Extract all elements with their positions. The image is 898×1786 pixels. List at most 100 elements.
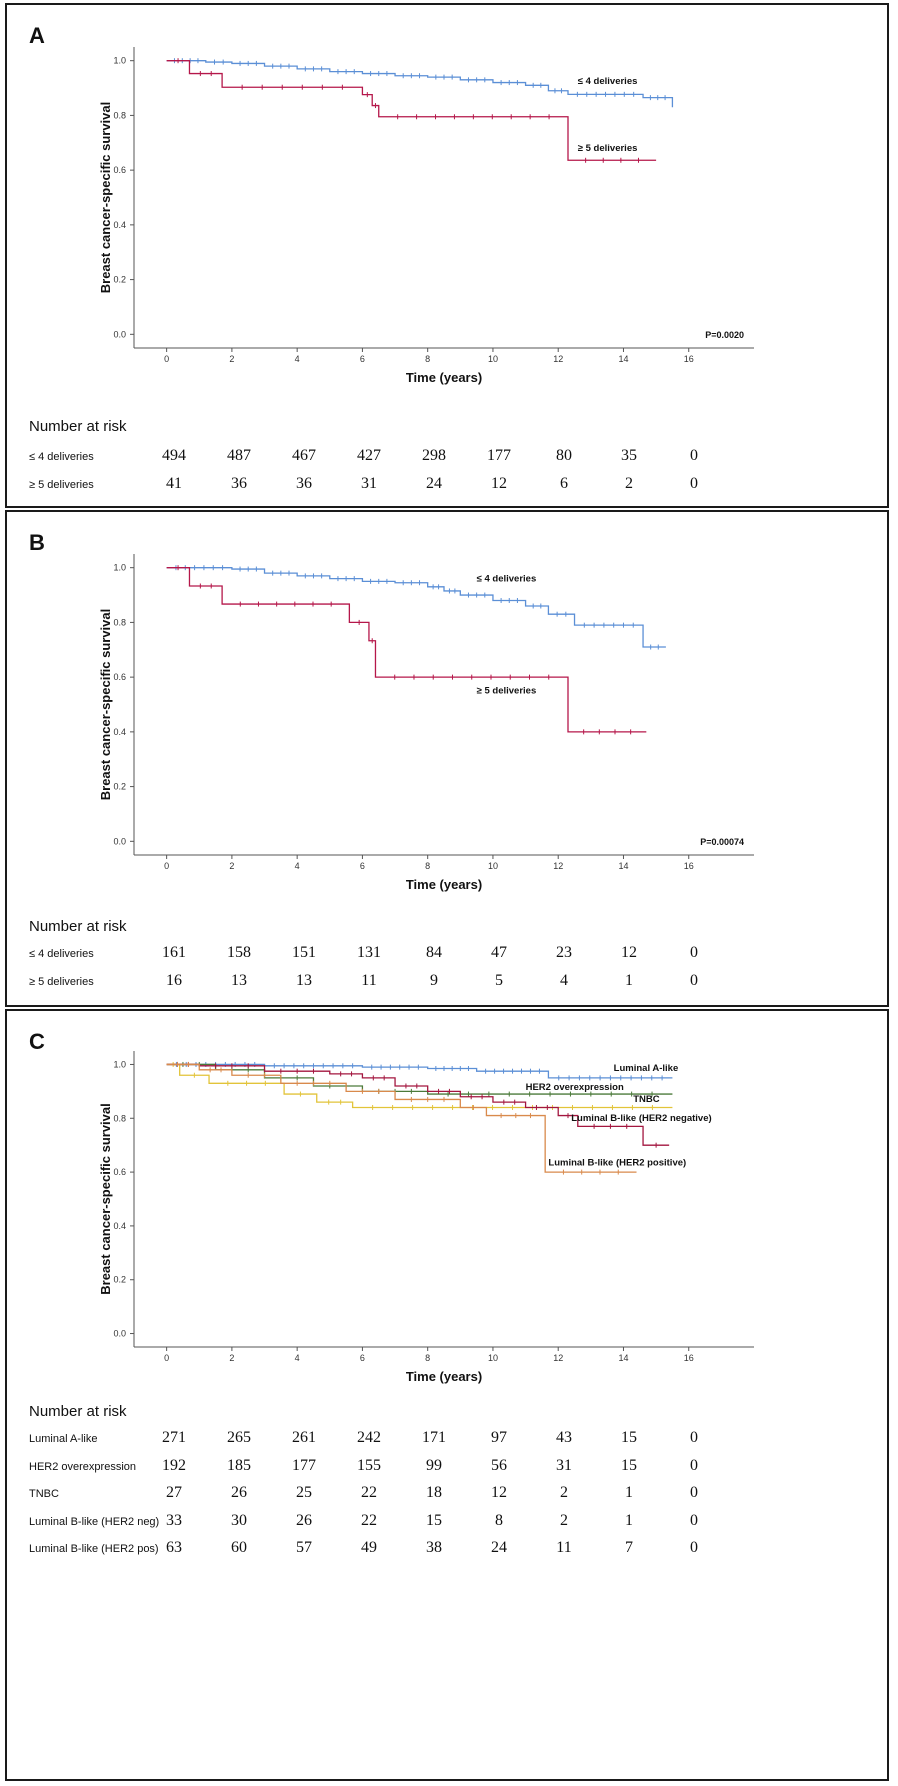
x-tick-label: 8 [425,1353,430,1363]
curve-label-0: ≤ 4 deliveries [578,76,638,87]
risk-value: 1 [625,1484,633,1501]
risk-value: 2 [560,1511,568,1529]
x-tick-label: 2 [229,1353,234,1363]
risk-value: 15 [621,1429,637,1446]
km-curve-series-0 [166,60,674,108]
risk-value: 57 [296,1539,312,1556]
risk-value: 4 [560,972,568,989]
risk-value: 11 [361,972,377,989]
risk-value: 16 [166,972,182,989]
risk-value: 23 [556,944,572,961]
x-tick-label: 14 [618,1353,628,1363]
km-curve-series-0 [166,1063,673,1079]
risk-value: 0 [690,1484,698,1501]
risk-value: 161 [162,944,186,961]
risk-value: 36 [231,475,247,492]
risk-value: 63 [166,1539,182,1556]
risk-row-label: ≤ 4 deliveries [29,948,94,960]
risk-row: Luminal B-like (HER2 pos) 63 60 57 49 38 24 11 7… [7,1539,887,1561]
y-tick-label: 0.8 [113,617,126,627]
panel-b-chart: 0.0 0.2 0.4 0.6 0.8 1.0 0 2 4 6 8 10 12 14 16 Time (yea… [98,554,754,892]
risk-value: 31 [361,475,377,492]
y-tick-label: 0.4 [113,727,126,737]
risk-value: 494 [162,447,186,464]
risk-row: HER2 overexpression 192 185 177 155 99 56 31 15 0 [7,1457,887,1479]
panel-a-letter: A [29,23,45,48]
risk-row: ≥ 5 deliveries 41 36 36 31 24 12 6 2 0 [7,475,887,497]
risk-row-label: ≥ 5 deliveries [29,479,94,491]
risk-value: 0 [690,972,698,989]
risk-value: 0 [690,1456,698,1474]
x-tick-label: 16 [684,1353,694,1363]
risk-value: 41 [166,475,182,492]
risk-value: 22 [361,1484,377,1501]
y-tick-label: 0.6 [113,672,126,682]
risk-value: 298 [422,447,446,464]
panel-b-risk-title: Number at risk [29,918,127,935]
x-tick-label: 16 [684,861,694,871]
risk-value: 5 [495,972,503,989]
panel-c-letter: C [29,1029,45,1054]
risk-value: 12 [491,1484,507,1501]
risk-value: 7 [625,1539,633,1556]
y-tick-label: 0.2 [113,1275,126,1285]
x-tick-label: 0 [164,354,169,364]
y-tick-label: 0.2 [113,782,126,792]
y-tick-label: 0.0 [113,836,126,846]
y-axis-title: Breast cancer-specific survival [98,1103,113,1295]
risk-row: ≥ 5 deliveries 16 13 13 11 9 5 4 1 0 [7,972,887,994]
y-tick-label: 1.0 [113,563,126,573]
risk-value: 25 [296,1484,312,1501]
risk-value: 185 [227,1456,251,1474]
y-tick-label: 0.2 [113,275,126,285]
risk-row-label: ≥ 5 deliveries [29,976,94,988]
risk-value: 15 [621,1456,637,1474]
y-tick-label: 0.8 [113,1113,126,1123]
risk-value: 13 [231,972,247,989]
curve-label-3: Luminal B-like (HER2 negative) [571,1113,711,1124]
risk-value: 38 [426,1539,442,1556]
km-curve-series-3 [166,1063,670,1146]
curve-label-2: TNBC [633,1094,660,1105]
risk-value: 265 [227,1429,251,1446]
risk-row-label: Luminal A-like [29,1433,98,1445]
x-tick-label: 4 [295,1353,300,1363]
risk-row-label: ≤ 4 deliveries [29,451,94,463]
y-tick-label: 0.6 [113,1167,126,1177]
risk-value: 47 [491,944,507,961]
risk-value: 15 [426,1511,442,1529]
risk-value: 49 [361,1539,377,1556]
risk-row: ≤ 4 deliveries 161 158 151 131 84 47 23 12 0 [7,944,887,966]
risk-value: 0 [690,1539,698,1556]
risk-row-label: HER2 overexpression [29,1460,136,1473]
x-tick-label: 6 [360,1353,365,1363]
risk-value: 26 [231,1484,247,1501]
x-tick-label: 4 [295,861,300,871]
panel-c-risk-title: Number at risk [29,1403,127,1420]
risk-value: 131 [357,944,381,961]
panel-c: C 0.0 0.2 0.4 0.6 0.8 1.0 0 2 4 6 8 10 12 14 16 Time (y… [5,1009,889,1781]
risk-value: 13 [296,972,312,989]
p-value: P=0.00074 [700,837,744,847]
x-tick-label: 2 [229,354,234,364]
risk-value: 18 [426,1484,442,1501]
panel-c-chart: 0.0 0.2 0.4 0.6 0.8 1.0 0 2 4 6 8 10 12 14 16 Time (yea… [98,1051,754,1384]
panel-b: B 0.0 0.2 0.4 0.6 0.8 1.0 0 2 4 6 8 10 12 14 16 Time (y… [5,510,889,1007]
y-tick-label: 0.4 [113,220,126,230]
y-tick-label: 0.0 [113,329,126,339]
risk-value: 22 [361,1511,377,1529]
curve-label-1: HER2 overexpression [526,1082,624,1093]
risk-value: 84 [426,944,442,961]
risk-value: 0 [690,1511,698,1529]
y-tick-label: 1.0 [113,56,126,66]
risk-value: 155 [357,1456,381,1474]
risk-value: 1 [625,1511,633,1529]
risk-value: 11 [556,1539,572,1556]
risk-value: 80 [556,447,572,464]
risk-row: ≤ 4 deliveries 494 487 467 427 298 177 80 35 0 [7,447,887,469]
panel-a-risk-title: Number at risk [29,418,127,435]
x-tick-label: 10 [488,861,498,871]
risk-value: 33 [166,1511,182,1529]
risk-value: 487 [227,447,251,464]
panel-b-letter: B [29,530,45,555]
